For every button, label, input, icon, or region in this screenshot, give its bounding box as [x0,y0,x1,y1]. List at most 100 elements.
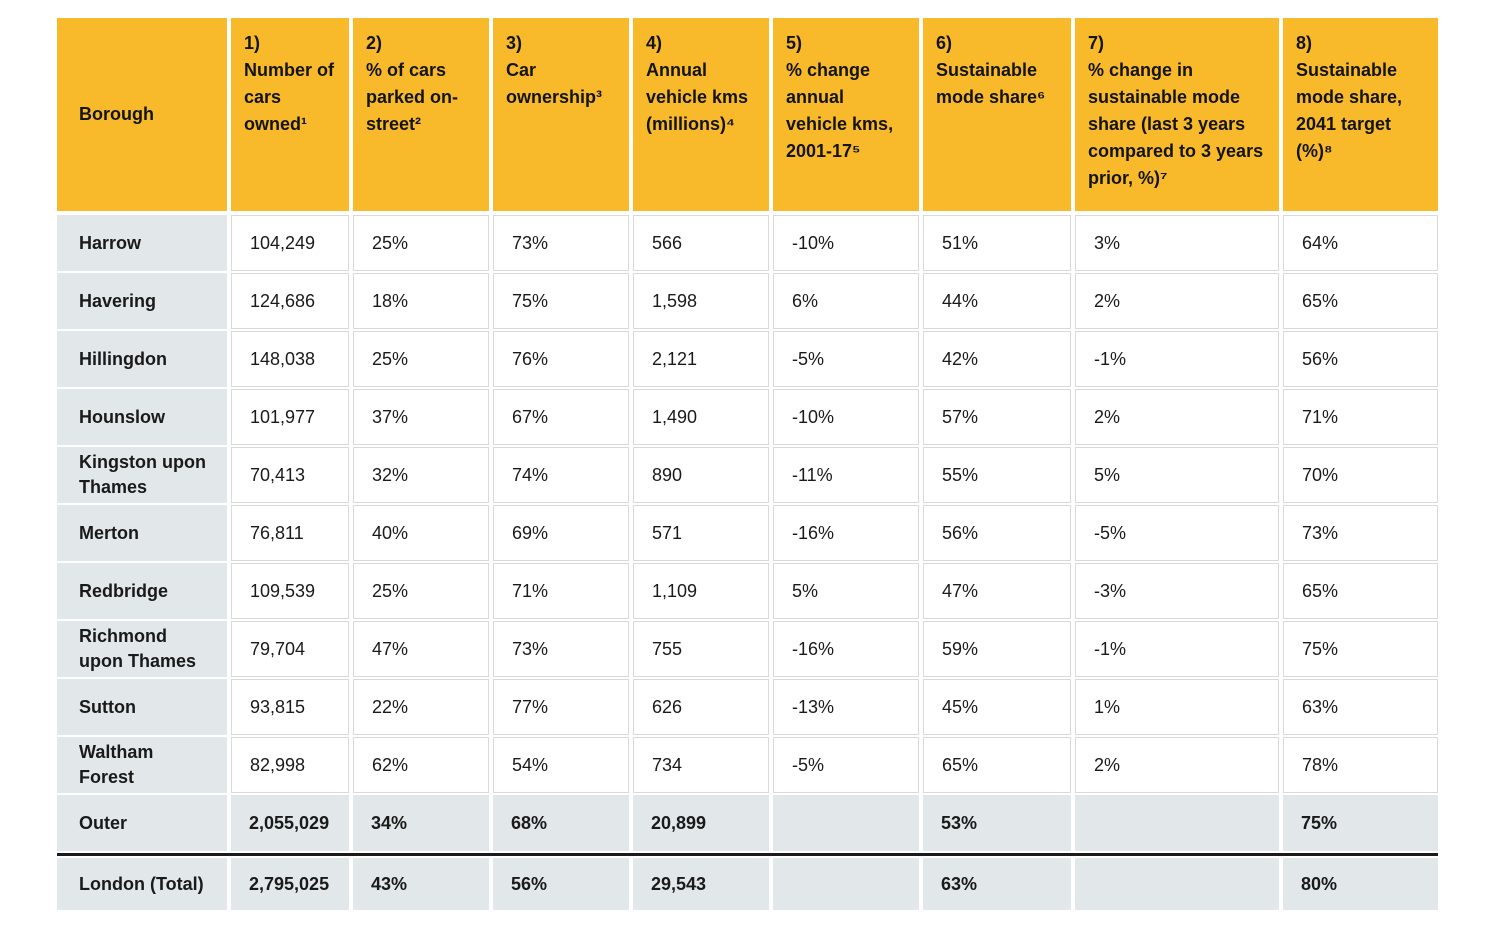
row-label-borough: London (Total) [57,858,227,910]
column-title: Number of cars owned¹ [244,60,334,134]
data-cell: 3% [1075,215,1279,271]
table-header-row: Borough 1) Number of cars owned¹ 2) % of… [57,18,1438,211]
data-cell: 67% [493,389,629,445]
table-row-london-total: London (Total) 2,795,025 43% 56% 29,543 … [57,858,1438,910]
data-cell: 55% [923,447,1071,503]
data-cell: 2% [1075,389,1279,445]
data-cell: 2,055,029 [231,795,349,851]
data-cell: 20,899 [633,795,769,851]
column-header-mode-share-target: 8) Sustainable mode share, 2041 target (… [1283,18,1438,211]
data-cell: 32% [353,447,489,503]
data-cell: 45% [923,679,1071,735]
column-header-change-sustainable-mode-share: 7) % change in sustainable mode share (l… [1075,18,1279,211]
column-header-annual-vehicle-kms: 4) Annual vehicle kms (millions)⁴ [633,18,769,211]
data-cell: 75% [1283,621,1438,677]
row-label-borough: Redbridge [57,563,227,619]
data-cell [1075,795,1279,851]
data-cell: 62% [353,737,489,793]
data-cell: 6% [773,273,919,329]
data-cell: -13% [773,679,919,735]
column-title: Annual vehicle kms (millions)⁴ [646,60,749,134]
table-row-waltham-forest: Waltham Forest 82,998 62% 54% 734 -5% 65… [57,737,1438,793]
row-label-borough: Hillingdon [57,331,227,387]
borough-transport-table: Borough 1) Number of cars owned¹ 2) % of… [57,18,1438,912]
column-number: 3) [506,33,523,53]
data-cell: 65% [923,737,1071,793]
column-header-cars-owned: 1) Number of cars owned¹ [231,18,349,211]
data-cell: -5% [1075,505,1279,561]
data-cell: 65% [1283,563,1438,619]
data-cell: 18% [353,273,489,329]
data-cell: 566 [633,215,769,271]
data-cell: 29,543 [633,858,769,910]
data-cell: 25% [353,215,489,271]
data-cell: 75% [493,273,629,329]
data-cell: 101,977 [231,389,349,445]
data-cell: 25% [353,563,489,619]
data-cell: 47% [353,621,489,677]
table-row-havering: Havering 124,686 18% 75% 1,598 6% 44% 2%… [57,273,1438,329]
data-cell: 74% [493,447,629,503]
data-cell: 2,795,025 [231,858,349,910]
data-cell: -3% [1075,563,1279,619]
data-cell: -1% [1075,621,1279,677]
data-cell: -10% [773,389,919,445]
data-cell: -16% [773,505,919,561]
data-cell: 78% [1283,737,1438,793]
data-cell: 93,815 [231,679,349,735]
data-cell: 75% [1283,795,1438,851]
data-cell: 755 [633,621,769,677]
column-header-change-vehicle-kms: 5) % change annual vehicle kms, 2001-17⁵ [773,18,919,211]
data-cell: 73% [1283,505,1438,561]
data-cell: 2% [1075,273,1279,329]
data-cell: 5% [773,563,919,619]
data-cell: 68% [493,795,629,851]
data-cell: 1,490 [633,389,769,445]
data-cell: 82,998 [231,737,349,793]
data-cell: 76,811 [231,505,349,561]
column-title: Car ownership³ [506,60,603,107]
data-cell: -5% [773,331,919,387]
data-cell: -11% [773,447,919,503]
data-cell: 64% [1283,215,1438,271]
table-row-merton: Merton 76,811 40% 69% 571 -16% 56% -5% 7… [57,505,1438,561]
data-cell: 37% [353,389,489,445]
data-cell [1075,858,1279,910]
data-cell: 70% [1283,447,1438,503]
data-cell: -5% [773,737,919,793]
column-header-car-ownership: 3) Car ownership³ [493,18,629,211]
total-divider-rule [57,853,1438,856]
data-cell: 59% [923,621,1071,677]
table-row-outer-total: Outer 2,055,029 34% 68% 20,899 53% 75% [57,795,1438,851]
row-label-borough: Kingston upon Thames [57,447,227,503]
column-title: Sustainable mode share, 2041 target (%)⁸ [1296,60,1403,161]
table-row-harrow: Harrow 104,249 25% 73% 566 -10% 51% 3% 6… [57,215,1438,271]
data-cell: 25% [353,331,489,387]
data-cell [773,858,919,910]
data-cell: 69% [493,505,629,561]
table-row-sutton: Sutton 93,815 22% 77% 626 -13% 45% 1% 63… [57,679,1438,735]
row-label-borough: Hounslow [57,389,227,445]
data-cell: 571 [633,505,769,561]
column-number: 7) [1088,33,1105,53]
data-cell: 71% [1283,389,1438,445]
table-row-hounslow: Hounslow 101,977 37% 67% 1,490 -10% 57% … [57,389,1438,445]
data-cell: 63% [1283,679,1438,735]
table-row-redbridge: Redbridge 109,539 25% 71% 1,109 5% 47% -… [57,563,1438,619]
data-cell: 80% [1283,858,1438,910]
column-header-borough: Borough [57,18,227,211]
data-cell: -10% [773,215,919,271]
table-row-hillingdon: Hillingdon 148,038 25% 76% 2,121 -5% 42%… [57,331,1438,387]
data-cell: 2% [1075,737,1279,793]
data-cell: 56% [1283,331,1438,387]
data-cell: 104,249 [231,215,349,271]
data-cell: 43% [353,858,489,910]
data-cell: 34% [353,795,489,851]
column-number: 6) [936,33,953,53]
data-cell: 734 [633,737,769,793]
data-cell: 1,598 [633,273,769,329]
data-cell: 1% [1075,679,1279,735]
data-cell: 53% [923,795,1071,851]
data-cell: -16% [773,621,919,677]
row-label-borough: Richmond upon Thames [57,621,227,677]
